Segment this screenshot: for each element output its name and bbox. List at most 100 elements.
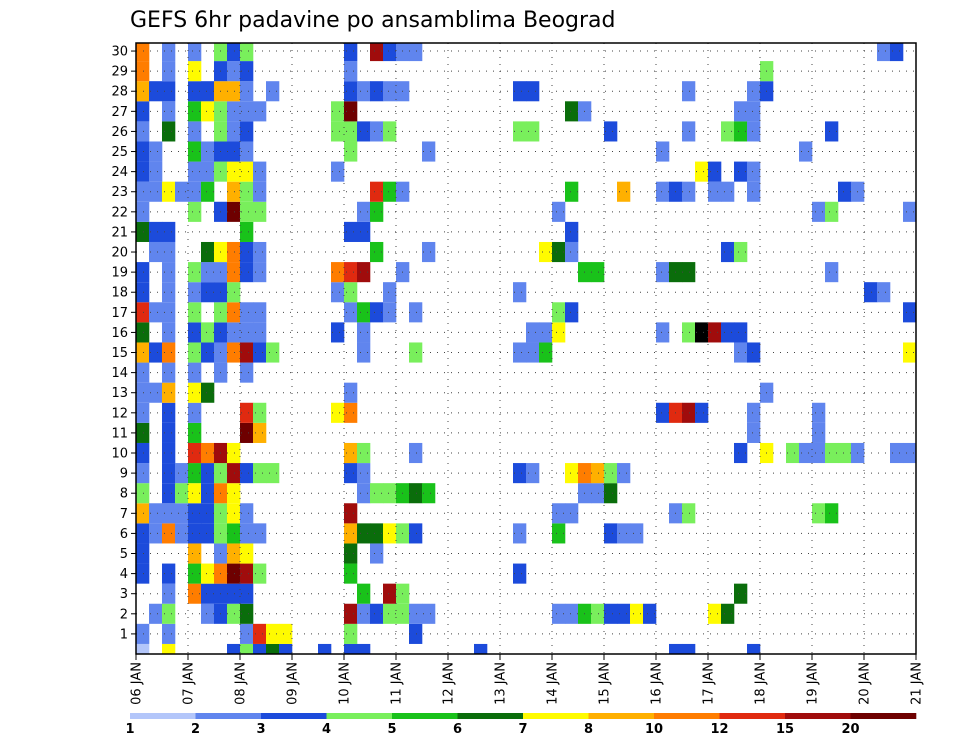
heatmap-cell bbox=[552, 302, 566, 323]
heatmap-cell bbox=[162, 181, 176, 202]
y-tick-label: 11 bbox=[111, 426, 128, 441]
heatmap-cell bbox=[357, 523, 371, 544]
heatmap-cell bbox=[227, 121, 241, 142]
y-tick-label: 25 bbox=[111, 145, 128, 160]
heatmap-cell bbox=[240, 61, 254, 82]
heatmap-cell bbox=[253, 422, 267, 443]
heatmap-cell bbox=[526, 322, 540, 343]
heatmap-cell bbox=[240, 503, 254, 524]
heatmap-cell bbox=[240, 563, 254, 584]
heatmap-cell bbox=[370, 302, 384, 323]
heatmap-cell bbox=[383, 43, 397, 62]
heatmap-cell bbox=[344, 382, 358, 403]
heatmap-cell bbox=[357, 322, 371, 343]
y-tick-label: 19 bbox=[111, 266, 128, 281]
heatmap-cell bbox=[825, 503, 839, 524]
heatmap-cell bbox=[669, 643, 683, 654]
heatmap-cell bbox=[253, 463, 267, 484]
y-tick-label: 10 bbox=[111, 447, 128, 462]
heatmap-cell bbox=[227, 603, 241, 624]
heatmap-cell bbox=[734, 322, 748, 343]
heatmap-cell bbox=[344, 61, 358, 82]
heatmap-cell bbox=[422, 483, 436, 504]
heatmap-cell bbox=[136, 422, 150, 443]
heatmap-cell bbox=[162, 583, 176, 604]
y-tick-label: 3 bbox=[120, 587, 128, 602]
heatmap-cell bbox=[539, 342, 553, 363]
heatmap-cell bbox=[513, 342, 527, 363]
heatmap-cell bbox=[747, 643, 761, 654]
heatmap-cell bbox=[188, 101, 202, 122]
heatmap-cell bbox=[227, 141, 241, 162]
heatmap-cell bbox=[175, 503, 189, 524]
heatmap-cell bbox=[344, 81, 358, 102]
heatmap-cell bbox=[695, 322, 709, 343]
heatmap-cell bbox=[136, 81, 150, 102]
heatmap-cell bbox=[838, 442, 852, 464]
heatmap-cell bbox=[682, 503, 696, 524]
heatmap-cell bbox=[396, 43, 410, 62]
heatmap-cell bbox=[240, 161, 254, 182]
heatmap-cell bbox=[344, 503, 358, 524]
heatmap-cell bbox=[331, 262, 345, 283]
heatmap-cell bbox=[370, 201, 384, 222]
y-tick-label: 17 bbox=[111, 306, 128, 321]
heatmap-cell bbox=[721, 322, 735, 343]
heatmap-cell bbox=[370, 81, 384, 102]
heatmap-cell bbox=[201, 523, 215, 544]
heatmap-cell bbox=[695, 402, 709, 423]
heatmap-cell bbox=[344, 402, 358, 423]
heatmap-cell bbox=[526, 121, 540, 142]
colorbar-label: 15 bbox=[776, 722, 794, 737]
heatmap-cell bbox=[188, 161, 202, 182]
y-tick-label: 14 bbox=[111, 366, 128, 381]
colorbar-label: 10 bbox=[645, 722, 663, 737]
heatmap-cell bbox=[344, 262, 358, 283]
heatmap-cell bbox=[162, 382, 176, 403]
heatmap-cell bbox=[253, 181, 267, 202]
heatmap-cell bbox=[344, 121, 358, 142]
heatmap-cell bbox=[357, 342, 371, 363]
heatmap-cell bbox=[188, 362, 202, 383]
heatmap-cell bbox=[188, 201, 202, 222]
heatmap-cell bbox=[513, 563, 527, 584]
heatmap-cell bbox=[240, 43, 254, 62]
heatmap-cell bbox=[253, 523, 267, 544]
heatmap-cell bbox=[162, 442, 176, 464]
heatmap-cell bbox=[409, 342, 423, 363]
heatmap-cell bbox=[253, 241, 267, 263]
heatmap-cell bbox=[422, 241, 436, 263]
heatmap-cell bbox=[682, 643, 696, 654]
heatmap-cell bbox=[344, 543, 358, 564]
heatmap-cell bbox=[136, 121, 150, 142]
heatmap-cell bbox=[721, 121, 735, 142]
heatmap-cell bbox=[539, 322, 553, 343]
heatmap-cell bbox=[162, 262, 176, 283]
heatmap-cell bbox=[552, 201, 566, 222]
y-tick-label: 24 bbox=[111, 165, 128, 180]
colorbar-label: 7 bbox=[518, 722, 527, 737]
heatmap-cell bbox=[240, 422, 254, 443]
heatmap-cell bbox=[734, 241, 748, 263]
heatmap-cell bbox=[227, 101, 241, 122]
heatmap-cell bbox=[799, 442, 813, 464]
y-tick-label: 29 bbox=[111, 65, 128, 80]
heatmap-cell bbox=[136, 181, 150, 202]
heatmap-cell bbox=[799, 141, 813, 162]
heatmap-cell bbox=[227, 262, 241, 283]
y-tick-label: 5 bbox=[120, 547, 128, 562]
heatmap-cell bbox=[357, 121, 371, 142]
heatmap-cell bbox=[513, 523, 527, 544]
heatmap-cell bbox=[552, 503, 566, 524]
heatmap-cell bbox=[565, 241, 579, 263]
heatmap-cell bbox=[227, 543, 241, 564]
heatmap-cell bbox=[149, 342, 163, 363]
heatmap-cell bbox=[149, 141, 163, 162]
heatmap-cell bbox=[136, 221, 150, 242]
heatmap-cell bbox=[240, 643, 254, 654]
heatmap-cell bbox=[409, 603, 423, 624]
heatmap-cell bbox=[370, 543, 384, 564]
heatmap-cell bbox=[162, 121, 176, 142]
heatmap-cell bbox=[253, 161, 267, 182]
